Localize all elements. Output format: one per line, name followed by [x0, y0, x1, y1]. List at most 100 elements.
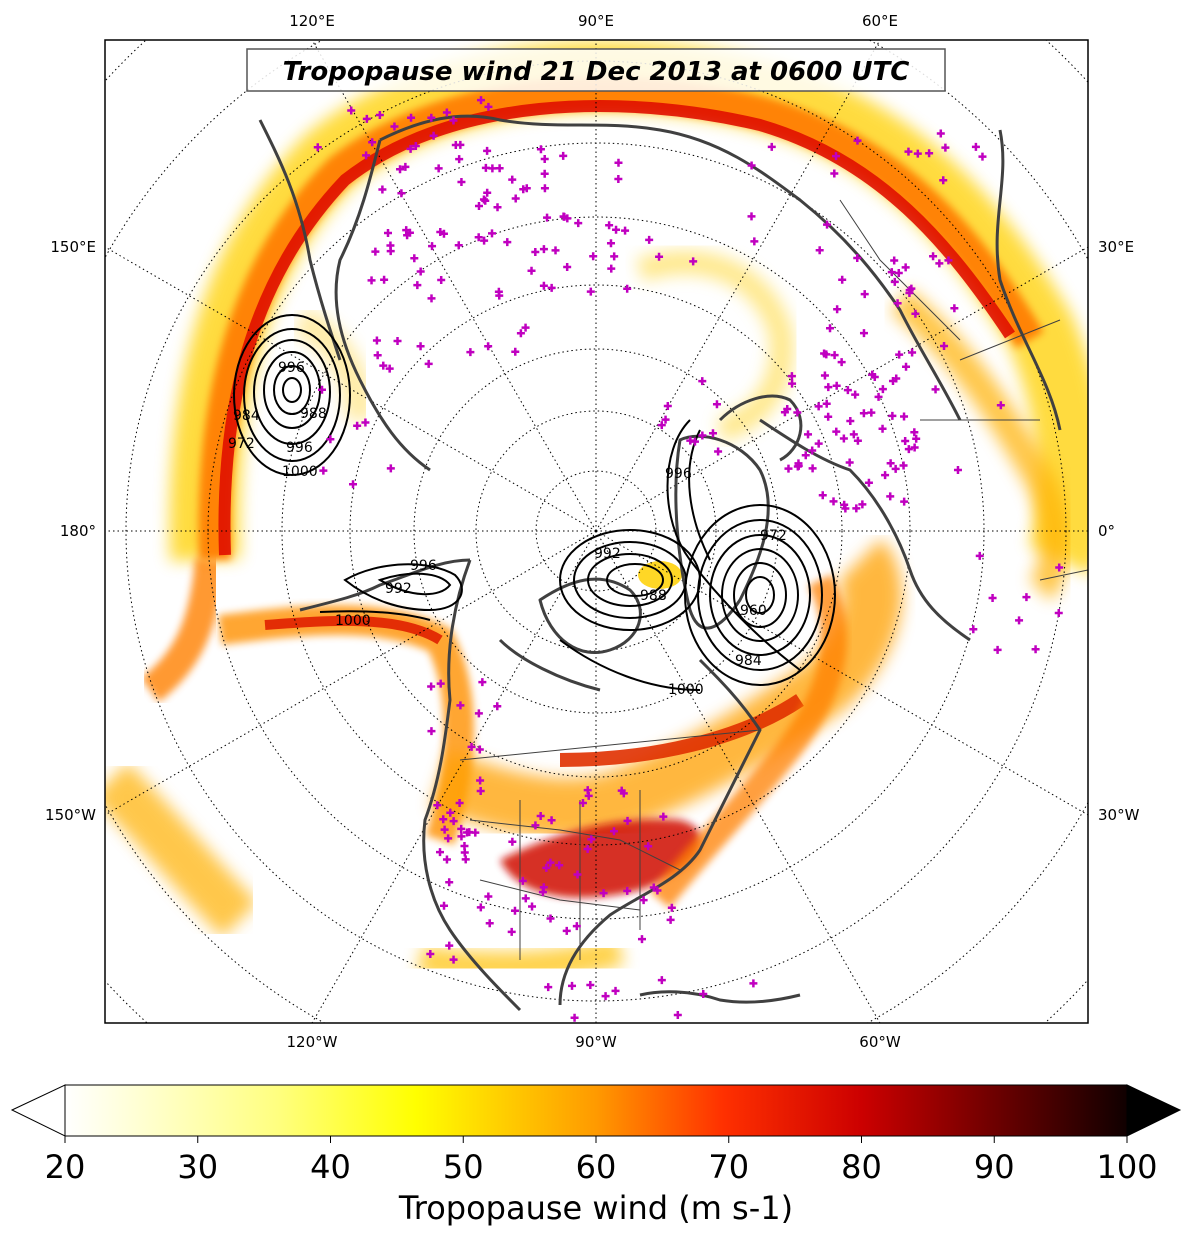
station-marker — [657, 421, 666, 430]
lon-label-right-0: 0° — [1098, 522, 1115, 540]
station-marker — [886, 492, 895, 501]
station-marker — [586, 980, 595, 989]
colorbar-extend-min — [10, 1084, 66, 1137]
contour-wp-1000 — [233, 314, 351, 476]
station-marker — [925, 149, 934, 158]
station-marker — [493, 702, 502, 711]
station-marker — [853, 136, 862, 145]
station-marker — [540, 154, 549, 163]
contour-ga-1000-line — [319, 610, 431, 621]
colorbar-tick-label: 70 — [708, 1148, 749, 1186]
station-marker — [426, 949, 435, 958]
station-marker — [467, 742, 476, 751]
station-marker — [546, 914, 555, 923]
station-marker — [878, 424, 887, 433]
station-marker — [474, 233, 483, 242]
station-marker — [385, 364, 394, 373]
station-marker — [367, 276, 376, 285]
station-marker — [611, 986, 620, 995]
station-marker — [845, 458, 854, 467]
station-marker — [401, 162, 410, 171]
contour-label-wp-1000: 1000 — [282, 464, 318, 480]
contour-hb-1000 — [559, 529, 701, 631]
station-marker — [508, 837, 517, 846]
station-marker — [623, 886, 632, 895]
station-marker — [444, 834, 453, 843]
station-marker — [442, 108, 451, 117]
borders — [459, 199, 1088, 960]
station-marker — [528, 902, 537, 911]
colorbar-tick-label: 80 — [841, 1148, 882, 1186]
station-marker — [667, 903, 676, 912]
station-marker — [784, 464, 793, 473]
contour-wp-972 — [282, 377, 302, 403]
station-marker — [546, 858, 555, 867]
station-marker — [935, 259, 944, 268]
station-marker — [788, 379, 797, 388]
station-marker — [411, 142, 420, 151]
map-frame — [104, 39, 1089, 1024]
coast-caribbean — [639, 990, 801, 1004]
station-marker — [749, 979, 758, 988]
station-marker — [570, 1013, 579, 1022]
station-marker — [476, 96, 485, 105]
colorbar: 20 30 40 50 60 70 80 90 100 Tropopause wind (m s… — [10, 1084, 1182, 1227]
station-marker — [507, 927, 516, 936]
colorbar-tick-label: 50 — [443, 1148, 484, 1186]
station-marker — [901, 263, 910, 272]
coast-africa-asia — [995, 129, 1062, 431]
contour-label-ga-992: 992 — [385, 581, 412, 597]
station-marker — [969, 625, 978, 634]
contour-label-ga-1000: 1000 — [335, 613, 371, 629]
station-marker — [390, 122, 399, 131]
station-marker — [820, 371, 829, 380]
station-marker — [396, 165, 405, 174]
contour-hb-992 — [587, 553, 673, 607]
border-us-canada — [459, 729, 761, 761]
coast-scandinavia — [718, 394, 803, 462]
station-marker — [373, 351, 382, 360]
station-marker — [787, 372, 796, 381]
station-marker — [831, 152, 840, 161]
station-marker — [808, 446, 817, 455]
contour-hb-988 — [606, 563, 664, 597]
station-marker — [478, 678, 487, 687]
colorbar-tick-label: 100 — [1096, 1148, 1157, 1186]
station-marker — [347, 106, 356, 115]
station-marker — [543, 213, 552, 222]
station-marker — [463, 828, 472, 837]
station-marker — [858, 500, 867, 509]
station-marker — [393, 337, 402, 346]
station-marker — [905, 288, 914, 297]
station-marker — [362, 114, 371, 123]
station-marker — [929, 252, 938, 261]
station-marker — [874, 392, 883, 401]
station-marker — [455, 155, 464, 164]
station-marker — [610, 252, 619, 261]
station-marker — [475, 745, 484, 754]
lat-circle-40 — [281, 216, 911, 846]
station-marker — [823, 220, 832, 229]
station-marker — [326, 435, 335, 444]
station-marker — [495, 291, 504, 300]
station-marker — [801, 451, 810, 460]
station-marker — [843, 386, 852, 395]
border-states-2 — [479, 879, 641, 911]
station-marker — [605, 221, 614, 230]
station-marker — [446, 808, 455, 817]
station-marker — [910, 443, 919, 452]
station-marker — [407, 113, 416, 122]
station-marker — [466, 348, 475, 357]
station-markers — [313, 96, 1064, 1022]
contour-label-ga-996: 996 — [410, 558, 437, 574]
station-marker — [910, 428, 919, 437]
coast-alaska — [299, 558, 471, 612]
station-marker — [599, 889, 608, 898]
station-marker — [832, 381, 841, 390]
station-marker — [479, 195, 488, 204]
border-africa — [1039, 569, 1088, 581]
station-marker — [830, 169, 839, 178]
station-marker — [436, 227, 445, 236]
border-asia-1 — [839, 199, 961, 341]
station-marker — [454, 241, 463, 250]
